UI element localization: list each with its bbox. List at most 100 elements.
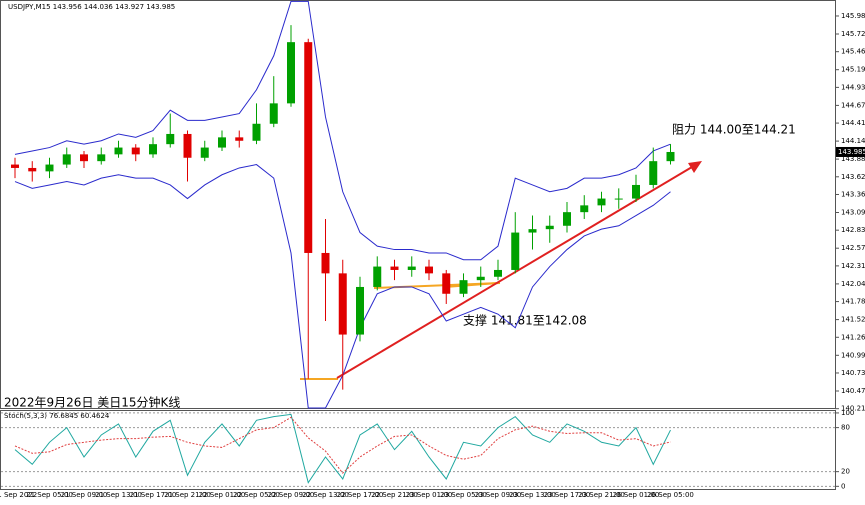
- candle-body: [476, 276, 485, 281]
- candle-body: [666, 151, 675, 162]
- y-tick-label: 143.095: [841, 209, 865, 217]
- y-tick-label: 145.460: [841, 48, 865, 56]
- x-tick-label: 21 Sep 17:00: [130, 491, 177, 499]
- annotation: 2022年9月26日 美日15分钟K线: [4, 395, 180, 410]
- x-tick-label: 22 Sep 01:00: [199, 491, 246, 499]
- main-panel: [0, 0, 836, 409]
- candle-body: [563, 212, 571, 226]
- y-tick-label: 20: [841, 468, 850, 476]
- candle-body: [131, 147, 140, 155]
- y-tick-label: 145.720: [841, 30, 865, 38]
- candle-body: [287, 42, 295, 104]
- y-tick-label: 141.785: [841, 298, 865, 306]
- candle-body: [632, 184, 640, 199]
- y-tick-label: 141.260: [841, 333, 865, 341]
- candle-body: [442, 273, 451, 294]
- x-tick-label: 21 Sep 13:00: [95, 491, 142, 499]
- x-tick-label: 22 Sep 13:00: [302, 491, 349, 499]
- candle-body: [200, 147, 209, 158]
- arrow-head: [688, 161, 702, 173]
- candle-body: [304, 42, 313, 253]
- candle-body: [373, 266, 382, 287]
- y-tick-label: 142.835: [841, 226, 865, 234]
- candle-body: [218, 137, 226, 148]
- y-tick-label: 142.045: [841, 280, 865, 288]
- x-tick-label: 23 Sep 17:00: [544, 491, 591, 499]
- y-tick-label: 141.520: [841, 316, 865, 324]
- candle-body: [390, 266, 399, 270]
- y-tick-label: 140.210: [841, 405, 865, 413]
- stoch-line: [14, 413, 671, 484]
- candle-body: [528, 229, 537, 233]
- y-tick-label: 143.620: [841, 173, 865, 181]
- y-tick-label: 142.570: [841, 244, 865, 252]
- y-tick-label: 145.985: [841, 12, 865, 20]
- y-tick-label: 145.195: [841, 66, 865, 74]
- candle-body: [459, 280, 468, 294]
- annotation: 阻力 144.00至144.21: [672, 123, 796, 137]
- chart-header: USDJPY,M15 143.956 144.036 143.927 143.9…: [8, 3, 175, 11]
- y-tick-label: 0: [841, 482, 845, 490]
- support-line: [444, 282, 499, 288]
- stoch-header: Stoch(5,3,3) 76.6845 60.4624: [4, 412, 110, 420]
- x-tick-label: 23 Sep 05:00: [440, 491, 487, 499]
- candle-body: [166, 133, 175, 145]
- x-tick-label: 21 Sep 05:00: [26, 491, 73, 499]
- x-tick-label: 22 Sep 17:00: [337, 491, 384, 499]
- candle-body: [597, 198, 606, 206]
- trend-arrow: [336, 166, 693, 379]
- candle-body: [45, 164, 54, 172]
- x-tick-label: 22 Sep 09:00: [268, 491, 315, 499]
- y-tick-label: 144.935: [841, 83, 865, 91]
- y-tick-label: 142.310: [841, 262, 865, 270]
- x-tick-label: 21 Sep 09:00: [61, 491, 108, 499]
- candle-body: [494, 269, 502, 277]
- x-tick-label: 23 Sep 13:00: [509, 491, 556, 499]
- candle-body: [149, 144, 157, 155]
- last-price-box: [836, 146, 865, 157]
- x-tick-label: 23 Sep 21:00: [578, 491, 625, 499]
- candle-body: [545, 225, 554, 230]
- x-tick-label: 22 Sep 21:00: [371, 491, 418, 499]
- y-tick-label: 80: [841, 424, 850, 432]
- y-tick-label: 144.410: [841, 119, 865, 127]
- y-tick-label: 144.145: [841, 137, 865, 145]
- x-tick-label: 23 Sep 09:00: [475, 491, 522, 499]
- x-tick-label: 26 Sep 05:00: [647, 491, 694, 499]
- stoch-panel: [0, 410, 836, 490]
- last-price-label: 143.985: [838, 148, 865, 156]
- candle-body: [62, 154, 71, 165]
- candle-body: [511, 232, 520, 270]
- x-tick-label: 21 Sep 21:00: [164, 491, 211, 499]
- candle-body: [114, 147, 123, 155]
- x-tick-label: 23 Sep 01:00: [406, 491, 453, 499]
- y-tick-label: 143.360: [841, 190, 865, 198]
- candle-body: [28, 167, 37, 172]
- candle-body: [235, 137, 244, 141]
- candle-body: [183, 133, 192, 158]
- bollinger-band: [14, 0, 671, 261]
- annotation: 支撑 141.81至142.08: [463, 313, 587, 328]
- stoch-line: [14, 416, 671, 474]
- candle-body: [614, 198, 623, 200]
- x-tick-label: 21 Sep 2022: [0, 491, 37, 499]
- y-tick-label: 140.470: [841, 387, 865, 395]
- y-tick-label: 140.995: [841, 351, 865, 359]
- candle-body: [407, 266, 416, 270]
- x-tick-label: 22 Sep 05:00: [233, 491, 280, 499]
- candle-body: [425, 266, 433, 274]
- y-tick-label: 140.735: [841, 369, 865, 377]
- candle-body: [649, 161, 658, 185]
- y-tick-label: 144.670: [841, 101, 865, 109]
- candle-body: [321, 252, 330, 274]
- candle-body: [80, 154, 88, 162]
- candle-body: [97, 154, 106, 162]
- candle-body: [580, 205, 589, 213]
- candle-body: [269, 103, 278, 124]
- candle-body: [338, 273, 347, 335]
- candle-body: [356, 286, 364, 335]
- x-tick-label: 26 Sep 01:00: [613, 491, 660, 499]
- candle-body: [252, 123, 261, 141]
- candle-body: [11, 164, 19, 168]
